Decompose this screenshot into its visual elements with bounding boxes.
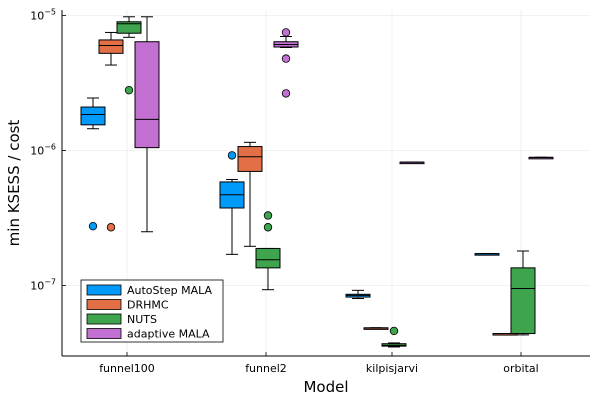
legend-label: adaptive MALA <box>127 328 210 341</box>
box-funnel100 <box>134 41 160 149</box>
legend-swatch <box>86 328 122 339</box>
outlier-point <box>227 151 237 160</box>
box-funnel2 <box>237 146 263 172</box>
x-tick-label-funnel100: funnel100 <box>99 362 155 375</box>
outlier-point <box>389 326 399 336</box>
x-axis-title: Model <box>303 378 348 396</box>
legend-item: AutoStep MALA <box>86 284 212 297</box>
outlier-point <box>281 28 291 37</box>
grid-layer <box>62 10 590 356</box>
legend-swatch <box>86 313 122 325</box>
series-autostep-mala <box>80 97 500 300</box>
legend-item: adaptive MALA <box>86 328 210 341</box>
outlier-point <box>88 221 98 231</box>
box-funnel2 <box>255 247 281 269</box>
legend-item: DRHMC <box>86 299 169 312</box>
axis-frame <box>61 10 590 357</box>
box-funnel100 <box>98 39 124 54</box>
outlier-point <box>281 54 291 63</box>
data-layer <box>80 16 554 348</box>
series-nuts <box>116 16 536 348</box>
series-adaptive-mala <box>134 16 554 233</box>
outlier-point <box>124 85 134 95</box>
y-axis-title: min KSESS / cost <box>5 120 23 247</box>
x-tick-label-kilpisjarvi: kilpisjarvi <box>366 362 418 375</box>
legend-label: NUTS <box>127 313 157 326</box>
outlier-point <box>281 89 291 98</box>
x-tick-label-funnel2: funnel2 <box>245 362 287 375</box>
legend-label: DRHMC <box>127 299 169 312</box>
outlier-point <box>263 211 273 220</box>
series-drhmc <box>98 31 518 336</box>
box-funnel100 <box>80 106 106 126</box>
legend-swatch <box>86 299 122 310</box>
box-funnel100 <box>116 21 142 34</box>
legend-label: AutoStep MALA <box>127 284 212 297</box>
outlier-point <box>263 223 273 232</box>
tick-labels: 10−7 10−6 10−5 funnel100 funnel2 kilpisjarvi o… <box>30 8 539 375</box>
legend-swatch <box>86 284 122 296</box>
y-tick-label: 10−6 <box>30 143 56 158</box>
y-tick-label: 10−5 <box>30 8 56 23</box>
y-tick-label: 10−7 <box>30 277 56 292</box>
legend-item: NUTS <box>86 313 157 326</box>
x-tick-label-orbital: orbital <box>503 362 538 375</box>
box-orbital <box>510 267 536 335</box>
outlier-point <box>106 223 116 232</box>
